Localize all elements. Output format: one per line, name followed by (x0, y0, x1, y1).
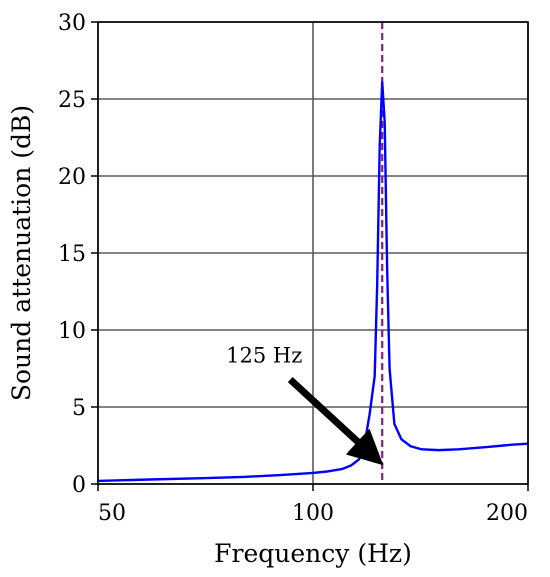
y-tick-label: 15 (58, 242, 86, 267)
x-tick-label: 100 (292, 501, 334, 526)
y-tick-label: 30 (58, 11, 86, 36)
y-tick-label: 5 (72, 396, 86, 421)
y-axis-title: Sound attenuation (dB) (7, 105, 36, 401)
y-tick-label: 25 (58, 88, 86, 113)
annotation-label: 125 Hz (226, 344, 302, 368)
grid (97, 21, 529, 485)
y-tick-label: 20 (58, 165, 86, 190)
x-tick-label: 200 (486, 501, 528, 526)
annotation-layer: 125 Hz (226, 344, 384, 466)
y-tick-label: 0 (72, 473, 86, 498)
y-tick-label: 10 (58, 319, 86, 344)
ticks: 0 5 10 15 20 25 30 50 100 200 (58, 11, 529, 526)
annotation-arrow (287, 376, 384, 466)
x-axis-title: Frequency (Hz) (214, 539, 412, 568)
series-line (97, 80, 529, 483)
x-tick-label: 50 (98, 501, 126, 526)
series-layer (97, 80, 529, 483)
